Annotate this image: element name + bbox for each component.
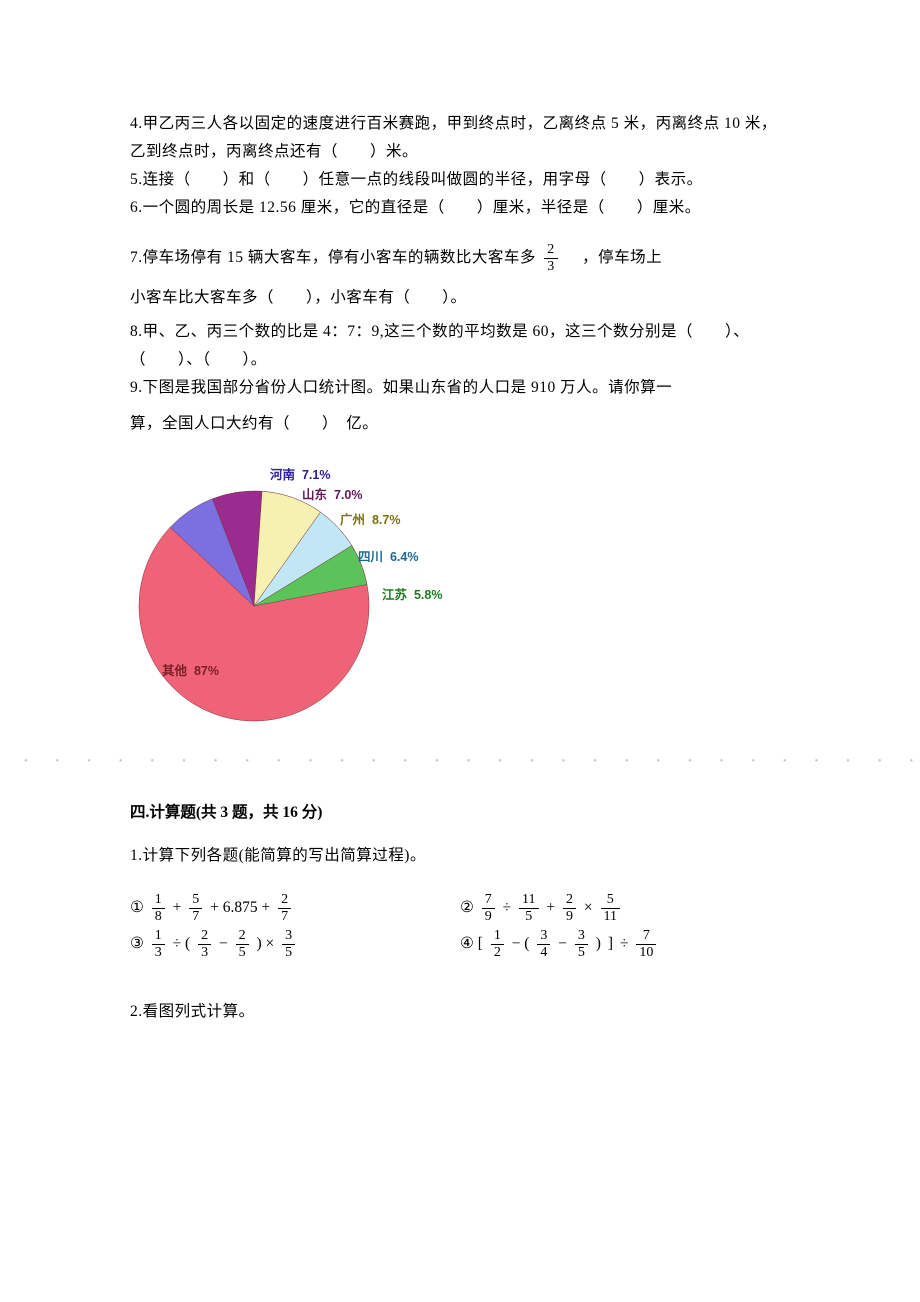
pie-chart-area: 河南 7.1%山东 7.0% 广州 8.7% 四川 6.4% 江苏 5.8% 其他 87… — [130, 462, 790, 750]
question-7-line1: 7.停车场停有 15 辆大客车，停有小客车的辆数比大客车多 2 3 ，停车场上 — [130, 238, 790, 278]
population-pie-chart — [124, 462, 484, 750]
question-9-line1: 9.下图是我国部分省份人口统计图。如果山东省的人口是 910 万人。请你算一 — [130, 374, 790, 402]
section-4-header: 四.计算题(共 3 题，共 16 分) — [130, 800, 790, 822]
question-5: 5.连接（ ）和（ ）任意一点的线段叫做圆的半径，用字母（ ）表示。 — [130, 166, 790, 194]
pie-slice-label: 江苏 5.8% — [382, 584, 442, 603]
q7-text-b: ，停车场上 — [566, 249, 662, 266]
section-4-q2: 2.看图列式计算。 — [130, 998, 790, 1026]
calc-4: ④ [ 12 − ( 34 − 35 ) ] ÷ 710 — [460, 926, 790, 962]
pie-slice-label: 其他 87% — [162, 660, 219, 679]
pie-slice-label: 河南 7.1% — [270, 464, 330, 483]
section-4-q1: 1.计算下列各题(能简算的写出简算过程)。 — [130, 842, 790, 870]
pie-slice-label: 四川 6.4% — [358, 546, 418, 565]
question-8: 8.甲、乙、丙三个数的比是 4：7：9,这三个数的平均数是 60，这三个数分别是… — [130, 318, 790, 374]
calc-block: ① 18 + 57 + 6.875 + 27 ② 79 ÷ 115 + 29 ×… — [130, 890, 790, 962]
divider-dots: ●●●●●●●●●●●●●●●●●●●●●●●●●●●●●●●●●●●●●●●●… — [0, 758, 920, 768]
pie-slice-label: 山东 7.0% — [302, 484, 362, 503]
question-6: 6.一个圆的周长是 12.56 厘米，它的直径是（ ）厘米，半径是（ ）厘米。 — [130, 194, 790, 222]
pie-slice-label: 广州 8.7% — [340, 509, 400, 528]
calc-2: ② 79 ÷ 115 + 29 × 511 — [460, 890, 790, 926]
q7-text-a: 7.停车场停有 15 辆大客车，停有小客车的辆数比大客车多 — [130, 249, 536, 266]
question-4: 4.甲乙丙三人各以固定的速度进行百米赛跑，甲到终点时，乙离终点 5 米，丙离终点… — [130, 110, 790, 166]
calc-1: ① 18 + 57 + 6.875 + 27 — [130, 890, 460, 926]
calc-3: ③ 13 ÷ ( 23 − 25 ) × 35 — [130, 926, 460, 962]
fraction-2-3: 2 3 — [544, 243, 558, 274]
question-9-line2: 算，全国人口大约有（ ） 亿。 — [130, 410, 790, 438]
question-7-line2: 小客车比大客车多（ ），小客车有（ ）。 — [130, 284, 790, 312]
page: 4.甲乙丙三人各以固定的速度进行百米赛跑，甲到终点时，乙离终点 5 米，丙离终点… — [0, 0, 920, 1302]
